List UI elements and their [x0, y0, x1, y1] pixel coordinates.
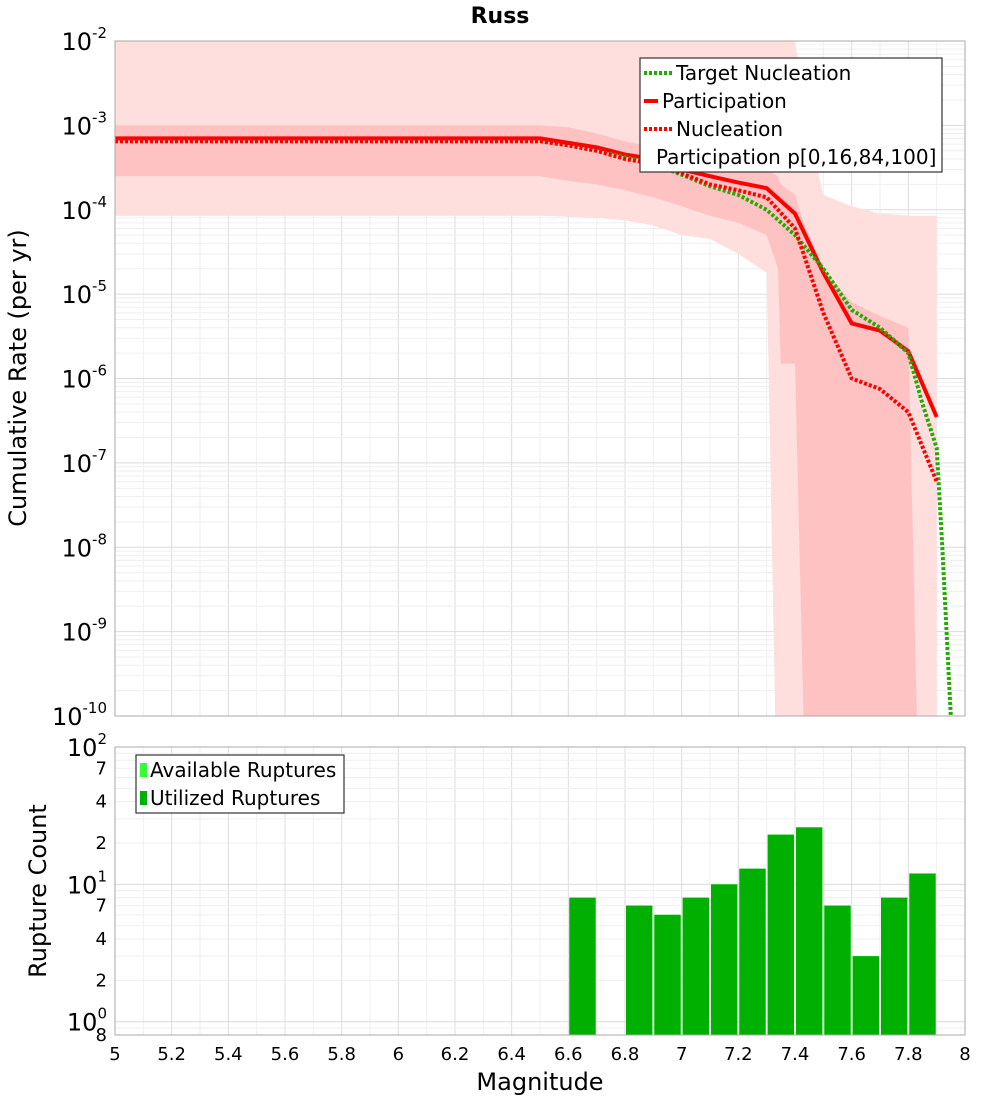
- legend-swatch-available: [140, 763, 147, 777]
- top-y-tick-label: 10-3: [61, 108, 107, 140]
- bar-utilized: [711, 884, 738, 1035]
- bottom-y-minor-label: 7: [96, 758, 107, 779]
- top-y-tick-label: 10-5: [61, 277, 107, 309]
- legend-label-participation-percentiles: Participation p[0,16,84,100]: [656, 145, 936, 169]
- bar-utilized: [824, 905, 851, 1035]
- bottom-y-minor-label: 2: [96, 833, 107, 854]
- bar-utilized: [654, 914, 681, 1035]
- bottom-y-minor-label: 4: [96, 792, 107, 813]
- top-y-tick-label: 10-4: [61, 193, 107, 225]
- bar-utilized: [626, 905, 653, 1035]
- legend-swatch-utilized: [140, 791, 147, 805]
- x-tick-label: 7.2: [724, 1044, 753, 1065]
- x-tick-label: 8: [959, 1044, 970, 1065]
- x-tick-label: 7.8: [894, 1044, 923, 1065]
- bottom-plot-frame: [114, 746, 966, 1036]
- x-tick-labels: 5 5.2 5.4 5.6 5.8 6 6.2 6.4 6.6 6.8 7 7.2 7.4 7.6 7.8 8: [109, 1044, 970, 1065]
- legend-label-target-nucleation: Target Nucleation: [675, 61, 851, 85]
- bottom-y-major-label: 101: [67, 867, 107, 899]
- x-tick-label: 7.6: [837, 1044, 866, 1065]
- top-percentile-bands: [115, 41, 937, 716]
- bottom-legend-box: [135, 754, 345, 814]
- bar-utilized: [796, 827, 823, 1035]
- x-tick-label: 5.8: [327, 1044, 356, 1065]
- series-nucleation: [115, 139, 939, 483]
- x-tick-label: 5.6: [271, 1044, 300, 1065]
- x-tick-label: 6.4: [497, 1044, 526, 1065]
- x-tick-label: 6.6: [554, 1044, 583, 1065]
- legend-label-nucleation: Nucleation: [676, 117, 783, 141]
- top-plot-frame: [114, 40, 966, 717]
- band-p16-p84: [115, 125, 917, 716]
- x-tick-label: 5.4: [214, 1044, 243, 1065]
- bottom-y-minor-label: 2: [96, 970, 107, 991]
- chart-title: Russ: [471, 4, 530, 29]
- top-y-axis-label: Cumulative Rate (per yr): [4, 229, 32, 527]
- x-tick-label: 7: [676, 1044, 687, 1065]
- x-tick-label: 7.4: [781, 1044, 810, 1065]
- legend-label-utilized: Utilized Ruptures: [150, 786, 320, 810]
- bottom-legend: Available Ruptures Utilized Ruptures: [135, 754, 345, 814]
- top-legend: Target Nucleation Participation Nucleati…: [639, 57, 943, 173]
- bottom-y-minor-label: 4: [96, 929, 107, 950]
- x-tick-label: 5: [109, 1044, 120, 1065]
- top-y-tick-label: 10-7: [61, 446, 107, 478]
- bottom-y-major-label: 100: [67, 1005, 107, 1037]
- legend-label-available: Available Ruptures: [150, 758, 336, 782]
- legend-label-participation: Participation: [662, 89, 787, 113]
- top-legend-box: [639, 57, 943, 173]
- bottom-y-axis-label: Rupture Count: [24, 804, 52, 978]
- bottom-y-tick-labels: 100 101 102 8 2 4 7 2 4 7: [67, 730, 107, 1046]
- bar-utilized: [909, 873, 936, 1035]
- x-tick-label: 6.2: [441, 1044, 470, 1065]
- bar-utilized: [569, 897, 596, 1035]
- x-tick-label: 5.2: [157, 1044, 186, 1065]
- bottom-y-major-label: 102: [67, 730, 107, 762]
- x-tick-label: 6.8: [611, 1044, 640, 1065]
- top-y-tick-label: 10-2: [61, 24, 107, 56]
- bar-utilized: [739, 868, 766, 1035]
- bottom-y-minor-label: 7: [96, 896, 107, 917]
- bar-utilized: [682, 897, 709, 1035]
- top-y-tick-label: 10-9: [61, 615, 107, 647]
- bar-utilized: [881, 897, 908, 1035]
- top-series-lines: [115, 136, 953, 717]
- top-y-tick-label: 10-6: [61, 362, 107, 394]
- x-tick-label: 6: [393, 1044, 404, 1065]
- top-y-tick-labels: 10-10 10-9 10-8 10-7 10-6 10-5 10-4 10-3 10-2: [52, 24, 107, 731]
- series-participation: [115, 136, 939, 418]
- bar-utilized: [767, 834, 794, 1035]
- x-axis-label: Magnitude: [476, 1068, 603, 1096]
- bottom-y-minor-label: 8: [96, 1025, 107, 1046]
- bottom-bars: [569, 827, 936, 1035]
- top-y-tick-label: 10-10: [52, 699, 107, 731]
- top-y-tick-label: 10-8: [61, 530, 107, 562]
- bar-utilized: [852, 956, 879, 1035]
